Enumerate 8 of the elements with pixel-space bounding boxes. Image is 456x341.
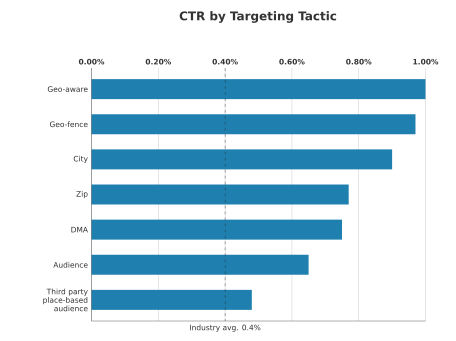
bar [92, 290, 252, 310]
bar [92, 220, 342, 240]
bar [92, 114, 416, 134]
bar [92, 149, 392, 170]
bar [92, 184, 349, 205]
bar [92, 79, 426, 100]
chart-title: CTR by Targeting Tactic [180, 11, 336, 23]
bar [92, 254, 309, 275]
